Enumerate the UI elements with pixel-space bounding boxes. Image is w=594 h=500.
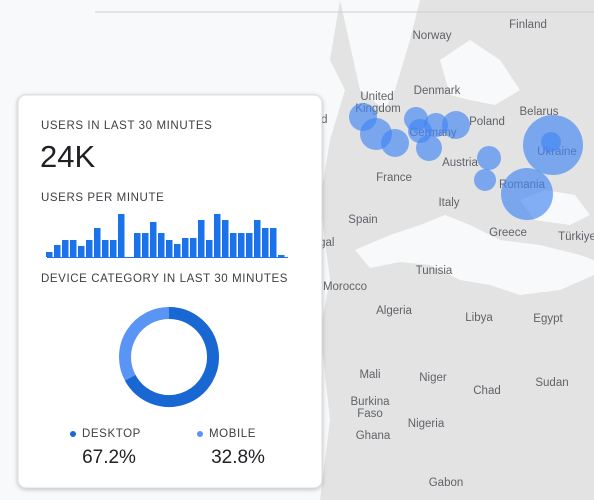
country-label: Tunisia: [416, 265, 453, 277]
country-label: Burkina: [351, 396, 391, 408]
country-label: Libya: [465, 312, 493, 324]
bar: [94, 228, 101, 257]
country-label: Ghana: [356, 430, 391, 442]
country-label: Spain: [348, 214, 377, 226]
country-label: Niger: [419, 372, 447, 384]
donut-segment: [119, 307, 170, 381]
country-label: Sudan: [535, 377, 568, 389]
country-label: Norway: [413, 30, 452, 42]
users-title: USERS IN LAST 30 MINUTES: [41, 120, 212, 132]
country-label: Greece: [489, 227, 527, 239]
bar: [102, 240, 109, 257]
country-label: Austria: [442, 157, 478, 169]
bar: [222, 220, 229, 257]
country-label: Poland: [469, 116, 505, 128]
bar: [270, 228, 277, 257]
bar: [190, 238, 197, 257]
bar: [78, 246, 85, 257]
country-label: Gabon: [429, 477, 464, 489]
bar: [174, 244, 181, 257]
country-label: Belarus: [520, 106, 559, 118]
bar: [118, 214, 125, 257]
user-bubbles: [349, 103, 583, 220]
country-label: Nigeria: [408, 418, 445, 430]
country-label: Faso: [357, 408, 383, 420]
bar: [54, 245, 61, 257]
bar: [142, 233, 149, 257]
country-label: United: [360, 91, 393, 103]
bar: [214, 214, 221, 257]
bar: [110, 240, 117, 257]
device-title: DEVICE CATEGORY IN LAST 30 MINUTES: [41, 273, 288, 285]
bar: [158, 233, 165, 257]
bar: [230, 233, 237, 257]
bar: [206, 240, 213, 257]
per-minute-title: USERS PER MINUTE: [41, 192, 164, 204]
country-label: Chad: [473, 385, 501, 397]
bar: [254, 220, 261, 257]
bar: [278, 255, 285, 257]
bar: [134, 233, 141, 257]
bar: [246, 233, 253, 257]
bar: [46, 252, 53, 257]
country-label: Egypt: [533, 313, 563, 325]
country-label: Mali: [359, 369, 380, 381]
bar: [62, 240, 69, 257]
legend-label: DESKTOP: [82, 428, 141, 440]
bar: [198, 220, 205, 257]
bar: [70, 240, 77, 257]
legend-label: MOBILE: [209, 428, 256, 440]
country-label: Türkiye: [558, 231, 594, 243]
bar: [182, 238, 189, 257]
country-label: Finland: [509, 19, 547, 31]
legend-dot: [70, 431, 76, 437]
country-label: France: [376, 172, 412, 184]
bar: [238, 233, 245, 257]
users-value: 24K: [40, 139, 95, 174]
bar: [262, 228, 269, 257]
country-label: Algeria: [376, 305, 412, 317]
bar: [166, 240, 173, 257]
donut-segment: [124, 307, 219, 407]
legend-value: 67.2%: [82, 447, 136, 468]
legend-value: 32.8%: [211, 447, 265, 468]
country-label: Morocco: [323, 281, 367, 293]
country-label: Italy: [438, 197, 459, 209]
country-label: Denmark: [414, 85, 461, 97]
card: [17, 94, 323, 489]
bar: [86, 240, 93, 257]
bar: [150, 222, 157, 257]
legend-dot: [197, 431, 203, 437]
